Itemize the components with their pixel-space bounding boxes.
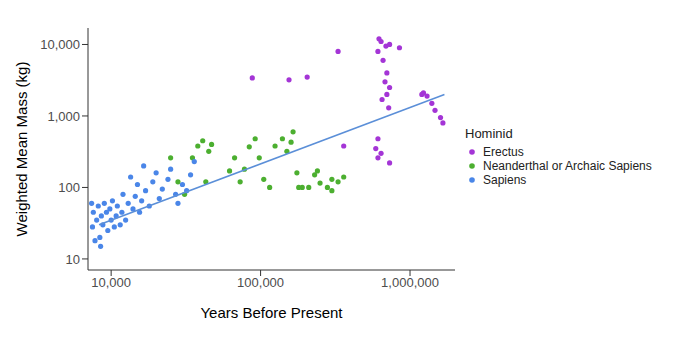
html-text:Sapiens: Sapiens: [483, 173, 527, 187]
svg-text:1,000,000: 1,000,000: [381, 275, 439, 290]
html-text:Neanderthal or Archaic Sapiens: Neanderthal or Archaic Sapiens: [483, 159, 652, 173]
svg-text:100,000: 100,000: [237, 275, 284, 290]
svg-text:100: 100: [58, 180, 80, 195]
svg-text:Years Before Present: Years Before Present: [200, 304, 343, 321]
svg-text:1,000: 1,000: [47, 109, 80, 124]
svg-text:10,000: 10,000: [40, 37, 80, 52]
svg-text:10: 10: [66, 252, 80, 267]
svg-text:10,000: 10,000: [91, 275, 131, 290]
html-text:Hominid: Hominid: [465, 126, 513, 141]
svg-text:Weighted Mean Mass (kg): Weighted Mean Mass (kg): [13, 62, 30, 237]
html-text:Erectus: Erectus: [483, 145, 524, 159]
